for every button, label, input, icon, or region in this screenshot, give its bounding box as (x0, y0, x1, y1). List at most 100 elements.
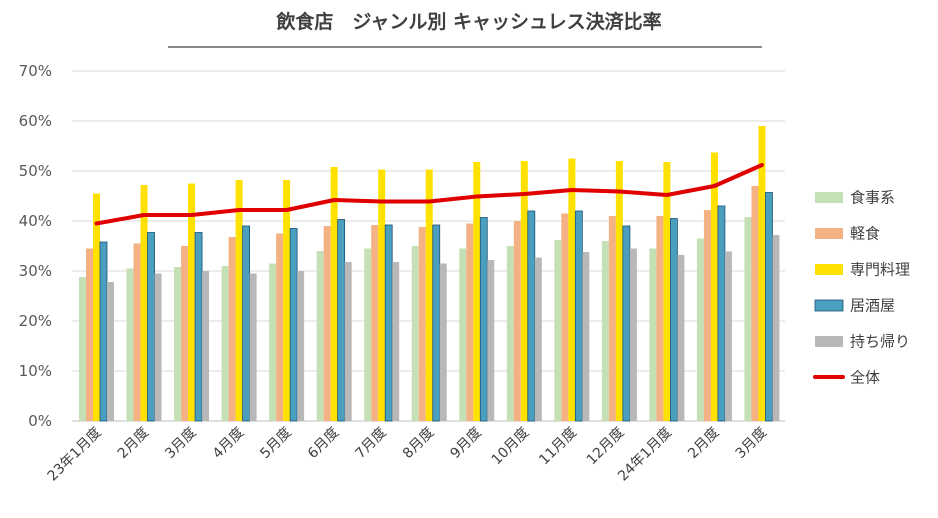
bar (99, 241, 108, 422)
bar (696, 238, 704, 421)
y-tick-label: 40% (19, 212, 52, 230)
legend-swatch (815, 192, 843, 203)
x-tick-label: 6月度 (305, 425, 342, 462)
x-tick-label: 9月度 (447, 425, 484, 462)
x-tick-label: 2月度 (685, 425, 722, 462)
y-tick-label: 60% (19, 112, 52, 130)
bar (202, 271, 210, 421)
bar (188, 183, 196, 421)
bar (86, 248, 93, 421)
bar-series (79, 126, 780, 422)
bar (323, 226, 331, 421)
bar (534, 257, 542, 421)
y-tick-label: 0% (28, 412, 52, 430)
bar (289, 228, 298, 422)
bar (384, 224, 393, 422)
x-tick-label: 11月度 (536, 425, 580, 469)
legend-swatch (815, 264, 843, 275)
bar (249, 273, 257, 421)
bar (513, 221, 521, 421)
legend-label: 居酒屋 (850, 297, 895, 315)
bar (269, 263, 277, 421)
legend-label: 軽食 (850, 225, 880, 243)
bar (608, 216, 616, 421)
bar (344, 262, 352, 421)
bar (554, 240, 562, 421)
bar (459, 248, 467, 421)
bar (487, 260, 495, 421)
bar (649, 248, 657, 421)
bar (276, 233, 284, 421)
bar (194, 232, 203, 422)
total-line-series (94, 163, 764, 226)
bar (527, 210, 536, 422)
bar (154, 273, 162, 421)
bar (466, 223, 474, 421)
y-tick-label: 10% (19, 362, 52, 380)
x-tick-label: 8月度 (400, 425, 437, 462)
y-tick-label: 30% (19, 262, 52, 280)
bar (364, 248, 372, 421)
bar (140, 185, 148, 421)
bar (677, 255, 685, 421)
bar (147, 232, 155, 422)
bar (316, 251, 324, 421)
x-tick-label: 12月度 (584, 425, 628, 469)
bar (670, 218, 678, 422)
bar (181, 246, 189, 421)
x-axis: 23年1月度 2月度 3月度 4月度 5月度 6月度 7月度 8月度 9月度 10月度 11月度 12… (45, 425, 770, 485)
legend-label: 食事系 (850, 189, 895, 207)
bar (378, 169, 386, 421)
chart-title: 飲食店 ジャンル別 キャッシュレス決済比率 (275, 10, 661, 33)
bar (93, 193, 100, 421)
bar (629, 248, 637, 421)
bar (473, 162, 481, 421)
bar (425, 169, 433, 421)
bar (337, 219, 346, 422)
bar (221, 266, 229, 421)
line-series-total (94, 163, 764, 226)
bar (601, 241, 609, 421)
x-tick-label: 7月度 (352, 425, 389, 462)
bar (371, 225, 379, 421)
bar (506, 246, 514, 421)
bar (724, 251, 732, 421)
bar (392, 262, 400, 421)
bar (418, 227, 426, 421)
legend-swatch (815, 336, 843, 347)
bar (479, 217, 488, 422)
bar (242, 225, 251, 422)
bar (582, 252, 590, 421)
bar (703, 210, 711, 421)
bar (656, 216, 664, 421)
y-tick-label: 70% (19, 62, 52, 80)
x-tick-label: 3月度 (733, 425, 770, 462)
x-tick-label: 23年1月度 (45, 425, 105, 485)
bar (751, 186, 759, 421)
y-tick-label: 20% (19, 312, 52, 330)
x-tick-label: 5月度 (257, 425, 294, 462)
bar (663, 162, 671, 421)
x-tick-label: 4月度 (210, 425, 247, 462)
bar (765, 192, 773, 422)
y-axis: 0% 10% 20% 30% 40% 50% 60% 70% (19, 62, 52, 430)
bar (758, 126, 766, 421)
bar (235, 180, 243, 421)
bar (133, 243, 141, 421)
bar (79, 277, 86, 421)
bar (744, 217, 752, 421)
bar (107, 282, 114, 421)
bar (330, 167, 338, 421)
x-tick-label: 3月度 (162, 425, 199, 462)
y-tick-label: 50% (19, 162, 52, 180)
bar (174, 267, 182, 421)
bar (228, 237, 236, 421)
bar (574, 210, 583, 422)
legend-label: 専門料理 (850, 261, 910, 279)
x-tick-label: 10月度 (489, 425, 533, 469)
bar (297, 271, 305, 421)
legend-swatch (815, 228, 843, 239)
x-tick-label: 2月度 (115, 425, 152, 462)
bar (520, 161, 528, 421)
